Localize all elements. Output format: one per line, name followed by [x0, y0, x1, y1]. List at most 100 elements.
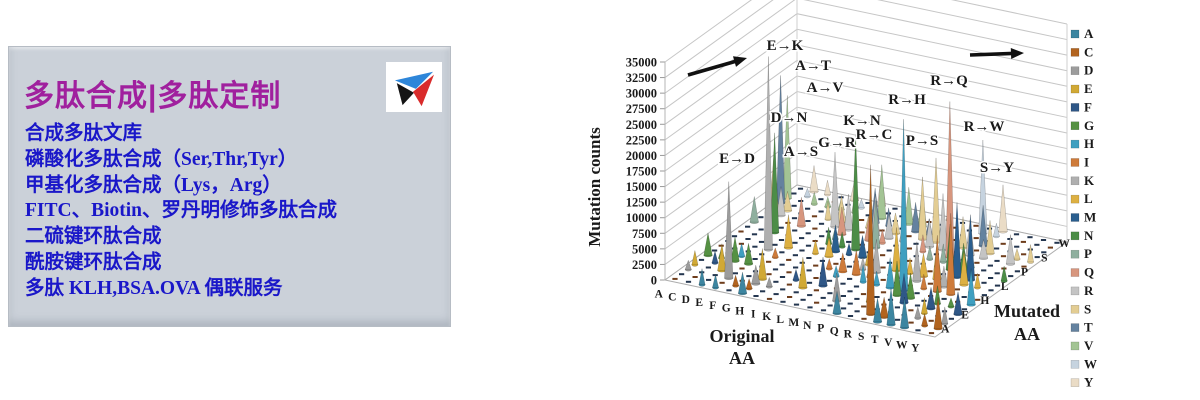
legend-label-H: H: [1084, 136, 1094, 151]
spike-K-I: [825, 257, 833, 269]
floor-dash: [818, 198, 824, 201]
y-tick-label: 15000: [626, 180, 657, 194]
legend-label-V: V: [1084, 338, 1094, 353]
logo-blue-wing: [394, 71, 434, 89]
depth-axis-letter-P: P: [1021, 267, 1028, 279]
legend-swatch-C: [1070, 48, 1080, 57]
floor-dash: [846, 265, 852, 268]
floor-dash: [685, 280, 692, 283]
spike-P-S: [931, 157, 941, 243]
menu-item-methylation[interactable]: 甲基化多肽合成（Lys，Arg）: [25, 174, 282, 196]
legend-swatch-M: [1070, 213, 1080, 222]
spike-W-G: [947, 297, 955, 307]
spike-G-W: [857, 198, 865, 209]
spike-G-E: [757, 248, 767, 280]
menu-item-fitc-biotin[interactable]: FITC、Biotin、罗丹明修饰多肽合成: [25, 200, 338, 222]
floor-dash: [1000, 255, 1007, 258]
x-axis-letter-E: E: [695, 297, 703, 309]
floor-dash: [805, 244, 812, 247]
spike-E-K: [763, 56, 773, 250]
floor-dash: [973, 249, 980, 252]
annotation-A-S: A→S: [784, 144, 818, 160]
floor-dash: [758, 228, 764, 231]
floor-dash: [1014, 245, 1020, 248]
legend-swatch-G: [1070, 121, 1080, 130]
legend-swatch-N: [1070, 231, 1080, 241]
service-menu: 合成多肽文库 磷酸化多肽合成（Ser,Thr,Tyr） 甲基化多肽合成（Lys，…: [25, 121, 337, 302]
spike-D-E: [717, 243, 727, 271]
spike-S-A: [873, 298, 883, 323]
spike-V-D: [914, 305, 922, 319]
floor-dash: [1054, 241, 1060, 244]
floor-dash: [779, 251, 785, 254]
spike-V-A: [900, 296, 910, 328]
floor-dash: [981, 281, 987, 284]
spike-F-S: [824, 201, 832, 220]
y-tick-label: 27500: [626, 102, 657, 116]
floor-dash: [820, 309, 827, 312]
spike-H-L: [812, 239, 819, 254]
legend-swatch-F: [1070, 103, 1080, 112]
legend: [1070, 29, 1080, 387]
floor-dash: [974, 261, 980, 264]
y-tick-label: 12500: [626, 196, 657, 210]
direction-arrow-left: [687, 58, 740, 77]
floor-dash: [805, 207, 811, 210]
spike-G-D: [751, 265, 761, 285]
annotation-D-N: D→N: [771, 110, 808, 126]
floor-dash: [853, 285, 860, 288]
floor-dash: [798, 200, 804, 202]
floor-dash: [906, 247, 912, 250]
x-axis-letter-T: T: [871, 334, 879, 346]
x-axis-letter-A: A: [655, 288, 664, 300]
floor-dash: [805, 232, 811, 235]
menu-item-klh-bsa-ova[interactable]: 多肽 KLH,BSA.OVA 偶联服务: [25, 277, 283, 299]
floor-dash: [786, 258, 792, 261]
floor-dash: [692, 276, 698, 278]
floor-dash: [975, 298, 981, 301]
legend-label-F: F: [1084, 99, 1092, 114]
menu-item-phosphorylation[interactable]: 磷酸化多肽合成（Ser,Thr,Tyr）: [25, 148, 298, 170]
floor-dash: [880, 278, 886, 281]
spike-N-S: [918, 176, 928, 240]
floor-dash: [778, 226, 784, 229]
menu-item-amide-cyclic[interactable]: 酰胺键环肽合成: [25, 251, 162, 273]
spike-A-D: [684, 259, 692, 270]
legend-swatch-W: [1070, 360, 1080, 369]
spike-G-R: [830, 152, 840, 228]
floor-dash: [738, 230, 744, 233]
floor-dash: [773, 280, 779, 283]
floor-dash: [928, 332, 935, 335]
depth-axis-letter-L: L: [1001, 281, 1009, 293]
floor-dash: [753, 295, 759, 297]
spike-Y-H: [966, 268, 976, 305]
floor-dash: [954, 288, 960, 291]
spike-L-M: [857, 235, 868, 258]
spike-D-A: [698, 268, 706, 286]
floor-dash: [847, 315, 854, 317]
floor-dash: [880, 254, 886, 257]
floor-dash: [974, 274, 980, 277]
menu-item-peptide-library[interactable]: 合成多肽文库: [25, 123, 143, 144]
floor-dash: [838, 196, 844, 199]
legend-label-C: C: [1084, 44, 1093, 59]
floor-dash: [860, 293, 867, 296]
spike-K-E: [798, 257, 808, 288]
annotation-R-C: R→C: [856, 127, 893, 143]
menu-item-disulfide-cyclic[interactable]: 二硫键环肽合成: [25, 226, 162, 248]
spike-D-G: [730, 236, 740, 262]
floor-dash: [793, 291, 799, 294]
logo-black-wing: [396, 83, 414, 106]
floor-dash: [792, 241, 798, 244]
spike-I-F: [792, 268, 800, 281]
y-axis-title: Mutation counts: [585, 127, 604, 247]
spike-W-S: [1013, 247, 1021, 260]
floor-dash: [819, 235, 825, 238]
company-logo: [386, 62, 442, 112]
y-tick-label: 17500: [626, 165, 657, 179]
legend-swatch-A: [1070, 29, 1080, 39]
spike-H-D: [765, 276, 773, 287]
floor-dash: [787, 296, 793, 298]
spike-F-I: [771, 247, 779, 258]
